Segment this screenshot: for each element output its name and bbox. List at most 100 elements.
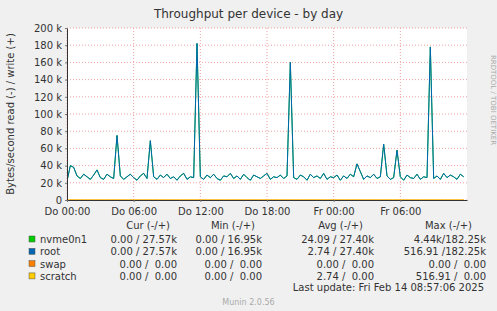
grid-line-y	[67, 45, 467, 46]
y-tick-mark	[65, 28, 67, 29]
legend-header: Avg (-/+)	[318, 220, 363, 231]
x-tick-label: Do 00:00	[45, 206, 91, 217]
x-tick-label: Do 18:00	[245, 206, 291, 217]
legend-swatch	[29, 236, 35, 242]
y-tick-label: 120 k	[34, 92, 62, 103]
version: Munin 2.0.56	[222, 298, 274, 307]
y-tick: 100 k	[34, 109, 67, 120]
y-tick: 80 k	[40, 126, 67, 137]
series-line	[67, 200, 464, 201]
y-tick-label: 180 k	[34, 40, 62, 51]
legend-label: root	[40, 246, 60, 257]
legend-stat: 0.00 / 0.00	[205, 271, 262, 282]
y-tick-mark	[65, 166, 67, 167]
legend-swatch	[29, 248, 35, 254]
legend-stat: 0.00 / 0.00	[205, 259, 262, 270]
legend-stat: 24.09 / 27.40k	[301, 234, 374, 245]
y-tick-mark	[65, 183, 67, 184]
grid-line-y	[67, 114, 467, 115]
y-tick-label: 160 k	[34, 57, 62, 68]
x-tick: Fr 06:00	[380, 200, 421, 217]
legend-stat: 516.91 / 0.00	[416, 271, 486, 282]
y-tick-mark	[65, 200, 67, 201]
grid-line-y	[67, 182, 467, 183]
legend-stat: 0.00 / 27.57k	[111, 234, 178, 245]
y-tick: 0	[56, 195, 67, 206]
x-tick-label: Fr 00:00	[314, 206, 355, 217]
legend-swatch	[29, 261, 35, 267]
y-tick-mark	[65, 80, 67, 81]
x-tick: Do 06:00	[111, 200, 157, 217]
legend-stat: 0.00 / 27.57k	[111, 246, 178, 257]
x-tick-mark	[134, 200, 135, 202]
grid-line-x	[133, 28, 134, 200]
legend-stat: 0.00 / 16.95k	[196, 246, 263, 257]
y-tick-label: 140 k	[34, 74, 62, 85]
y-tick-mark	[65, 131, 67, 132]
legend-stat: 0.00 / 0.00	[120, 259, 177, 270]
y-tick-mark	[65, 97, 67, 98]
title: Throughput per device - by day	[153, 7, 343, 21]
y-tick: 160 k	[34, 57, 67, 68]
legend-stat: 0.00 / 16.95k	[196, 234, 263, 245]
series-line	[67, 43, 464, 181]
grid	[67, 28, 467, 200]
grid-line-y	[67, 62, 467, 63]
legend-stat: 0.00 / 0.00	[429, 259, 486, 270]
y-axis: 0 20 k 40 k 60 k 80 k 100 k 120 k 140 k 160 k 180…	[34, 23, 68, 206]
y-tick-label: 40 k	[40, 160, 62, 171]
legend: Cur (-/+) Min (-/+) Avg (-/+) Max (-/+) nvme…	[29, 220, 486, 282]
x-tick: Do 18:00	[245, 200, 291, 217]
background	[0, 0, 497, 311]
y-axis-title: Bytes/second read (-) / write (+)	[5, 33, 16, 195]
x-tick-label: Do 12:00	[178, 206, 224, 217]
legend-stat: 516.91 /182.25k	[404, 246, 487, 257]
legend-label: scratch	[40, 271, 77, 282]
plot-area	[67, 28, 467, 200]
x-tick-label: Fr 06:00	[380, 206, 421, 217]
y-tick-label: 60 k	[40, 143, 62, 154]
legend-header: Max (-/+)	[425, 220, 472, 231]
y-tick: 140 k	[34, 74, 67, 85]
y-tick-label: 0	[56, 195, 62, 206]
x-tick-mark	[334, 200, 335, 202]
x-axis-line	[68, 200, 468, 201]
watermark: RRDTOOL / TOBI OETIKER	[489, 55, 497, 145]
y-tick-mark	[65, 114, 67, 115]
y-tick: 20 k	[40, 178, 67, 189]
y-tick: 60 k	[40, 143, 67, 154]
legend-label: nvme0n1	[40, 234, 87, 245]
x-tick: Fr 00:00	[314, 200, 355, 217]
legend-swatch	[29, 273, 35, 279]
series-line	[67, 43, 464, 181]
x-tick: Do 00:00	[45, 200, 91, 217]
legend-header: Cur (-/+)	[126, 220, 170, 231]
x-tick-mark	[200, 200, 201, 202]
footer: Last update: Fri Feb 14 08:57:06 2025	[293, 282, 484, 293]
y-axis-line	[67, 29, 68, 201]
legend-header: Min (-/+)	[211, 220, 255, 231]
y-tick-mark	[65, 62, 67, 63]
legend-stat: 0.00 / 0.00	[317, 259, 374, 270]
y-tick: 40 k	[40, 160, 67, 171]
y-tick: 200 k	[34, 23, 67, 34]
chart: 0 20 k 40 k 60 k 80 k 100 k 120 k 140 k 160 k 180…	[0, 0, 497, 311]
y-tick: 180 k	[34, 40, 67, 51]
y-tick-mark	[65, 45, 67, 46]
grid-line-x	[333, 28, 334, 200]
y-tick-mark	[65, 148, 67, 149]
y-tick-label: 20 k	[40, 178, 62, 189]
x-axis: Do 00:00 Do 06:00 Do 12:00 Do 18:00 Fr 00:00…	[45, 200, 468, 217]
x-tick-mark	[267, 200, 268, 202]
x-tick: Do 12:00	[178, 200, 224, 217]
x-tick-mark	[67, 200, 68, 202]
x-tick-mark	[400, 200, 401, 202]
legend-label: swap	[40, 259, 66, 270]
legend-stat: 2.74 / 27.40k	[308, 246, 375, 257]
series-line	[67, 200, 464, 201]
legend-stat: 2.74 / 0.00	[317, 271, 374, 282]
y-tick-label: 200 k	[34, 23, 62, 34]
legend-stat: 0.00 / 0.00	[120, 271, 177, 282]
grid-line-y	[67, 165, 467, 166]
x-tick-label: Do 06:00	[111, 206, 157, 217]
